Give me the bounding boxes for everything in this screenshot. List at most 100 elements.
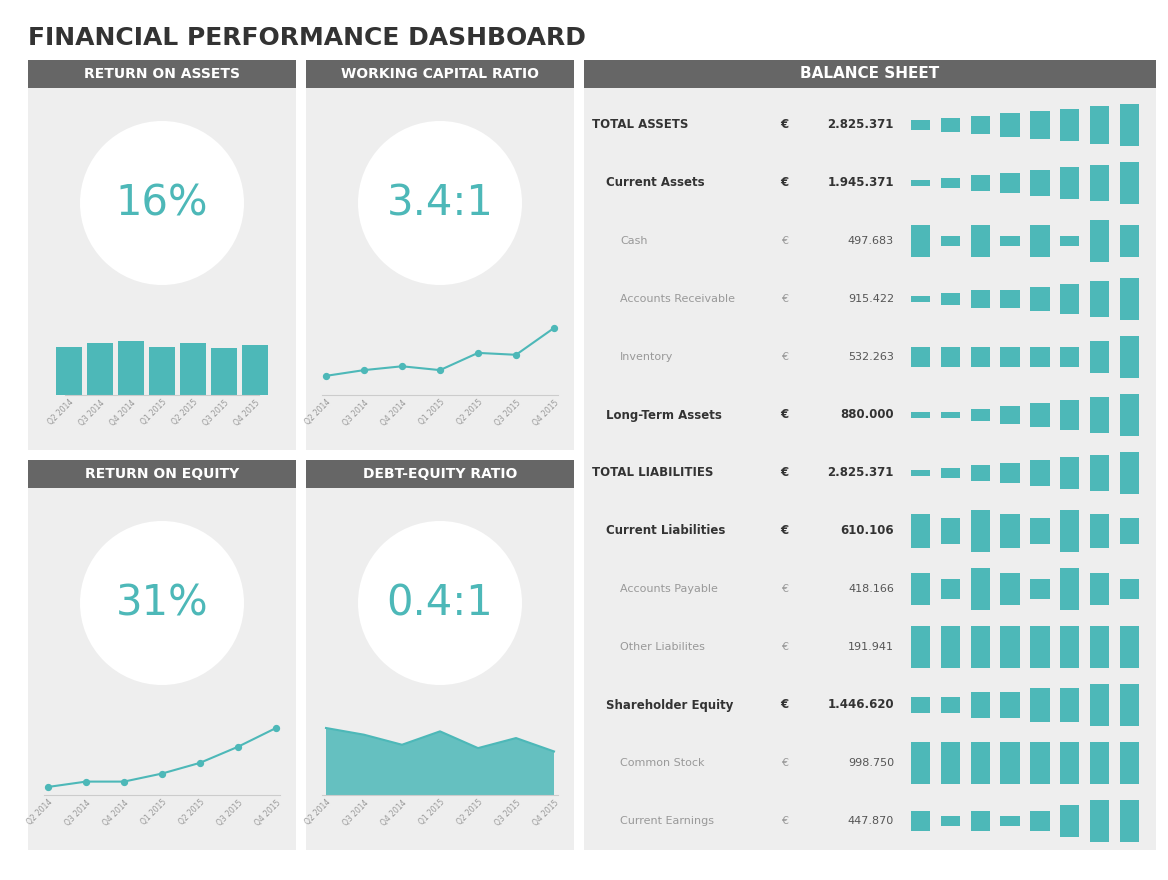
Bar xyxy=(911,742,931,784)
Bar xyxy=(1090,800,1110,842)
Text: Q3 2015: Q3 2015 xyxy=(201,398,230,428)
Point xyxy=(266,721,285,735)
Bar xyxy=(180,343,206,395)
Bar xyxy=(911,810,931,832)
Text: WORKING CAPITAL RATIO: WORKING CAPITAL RATIO xyxy=(341,67,538,81)
Bar xyxy=(118,341,144,395)
Bar xyxy=(1001,290,1020,308)
Bar xyxy=(1061,510,1079,552)
Bar xyxy=(242,345,267,395)
Bar xyxy=(28,60,296,88)
Bar xyxy=(1120,800,1139,842)
Bar xyxy=(1090,455,1110,491)
Bar xyxy=(1120,336,1139,378)
Bar xyxy=(1090,106,1110,143)
Text: Q2 2014: Q2 2014 xyxy=(304,798,333,827)
Text: Q1 2015: Q1 2015 xyxy=(139,398,168,427)
Bar xyxy=(941,468,960,478)
Circle shape xyxy=(359,121,522,285)
Text: €: € xyxy=(780,119,788,131)
Bar xyxy=(1120,225,1139,257)
Text: Q2 2014: Q2 2014 xyxy=(304,398,333,427)
Point xyxy=(392,359,411,373)
Bar xyxy=(941,697,960,714)
Bar xyxy=(150,347,175,395)
Bar xyxy=(1030,403,1050,427)
Text: Cash: Cash xyxy=(620,236,647,246)
Text: €: € xyxy=(781,294,788,304)
Point xyxy=(114,774,133,788)
Text: Q4 2015: Q4 2015 xyxy=(232,398,262,428)
Text: €: € xyxy=(781,758,788,768)
Text: TOTAL LIABILITIES: TOTAL LIABILITIES xyxy=(592,466,714,480)
Bar xyxy=(911,574,931,605)
Bar xyxy=(1061,109,1079,141)
Bar xyxy=(1120,518,1139,544)
Bar xyxy=(28,460,296,850)
Bar xyxy=(1120,278,1139,319)
Bar xyxy=(971,115,990,135)
Bar xyxy=(971,810,990,832)
Bar xyxy=(28,60,296,450)
Bar xyxy=(971,225,990,257)
Text: 191.941: 191.941 xyxy=(848,642,894,652)
Bar xyxy=(911,121,931,129)
Bar xyxy=(971,626,990,668)
Text: Q4 2014: Q4 2014 xyxy=(380,398,409,428)
Text: DEBT-EQUITY RATIO: DEBT-EQUITY RATIO xyxy=(363,467,517,481)
Bar xyxy=(1090,397,1110,433)
Bar xyxy=(971,347,990,368)
Bar xyxy=(1090,165,1110,202)
Bar xyxy=(86,342,113,395)
Bar xyxy=(971,568,990,610)
Bar xyxy=(911,471,931,475)
Bar xyxy=(1030,225,1050,257)
Bar xyxy=(1061,347,1079,368)
Text: Q2 2014: Q2 2014 xyxy=(47,398,76,427)
Text: 915.422: 915.422 xyxy=(848,294,894,304)
Bar xyxy=(1001,463,1020,483)
Text: RETURN ON ASSETS: RETURN ON ASSETS xyxy=(84,67,239,81)
Bar xyxy=(306,460,573,488)
Text: Inventory: Inventory xyxy=(620,352,674,362)
Text: 2.825.371: 2.825.371 xyxy=(828,466,894,480)
Text: Q4 2015: Q4 2015 xyxy=(531,798,561,827)
Text: BALANCE SHEET: BALANCE SHEET xyxy=(800,67,939,82)
Bar xyxy=(584,60,1156,850)
Bar xyxy=(911,180,931,186)
Text: Q3 2015: Q3 2015 xyxy=(215,798,244,827)
Bar xyxy=(1001,742,1020,784)
Text: 880.000: 880.000 xyxy=(840,408,894,422)
Point xyxy=(507,348,526,362)
Bar xyxy=(941,742,960,784)
Bar xyxy=(971,466,990,480)
Bar xyxy=(1030,688,1050,722)
Point xyxy=(153,766,172,781)
Bar xyxy=(1120,578,1139,599)
Circle shape xyxy=(79,521,244,685)
Text: FINANCIAL PERFORMANCE DASHBOARD: FINANCIAL PERFORMANCE DASHBOARD xyxy=(28,26,586,50)
Text: Q2 2015: Q2 2015 xyxy=(178,798,207,827)
Text: Q4 2014: Q4 2014 xyxy=(380,798,409,827)
Text: TOTAL ASSETS: TOTAL ASSETS xyxy=(592,119,688,131)
Text: Current Earnings: Current Earnings xyxy=(620,816,714,826)
Bar xyxy=(941,626,960,668)
Bar xyxy=(1030,170,1050,196)
Text: Long-Term Assets: Long-Term Assets xyxy=(606,408,722,422)
Bar xyxy=(1030,347,1050,368)
Bar xyxy=(1120,104,1139,146)
Bar xyxy=(971,175,990,191)
Point xyxy=(544,321,563,335)
Bar xyxy=(971,693,990,717)
Bar xyxy=(1001,816,1020,826)
Bar xyxy=(941,816,960,826)
Bar xyxy=(971,409,990,421)
Point xyxy=(317,369,335,383)
Point xyxy=(39,780,57,794)
Bar xyxy=(1001,626,1020,668)
Text: Q3 2015: Q3 2015 xyxy=(493,398,522,428)
Point xyxy=(229,740,248,754)
Text: €: € xyxy=(780,524,788,538)
Bar xyxy=(56,347,82,395)
Text: 2.825.371: 2.825.371 xyxy=(828,119,894,131)
